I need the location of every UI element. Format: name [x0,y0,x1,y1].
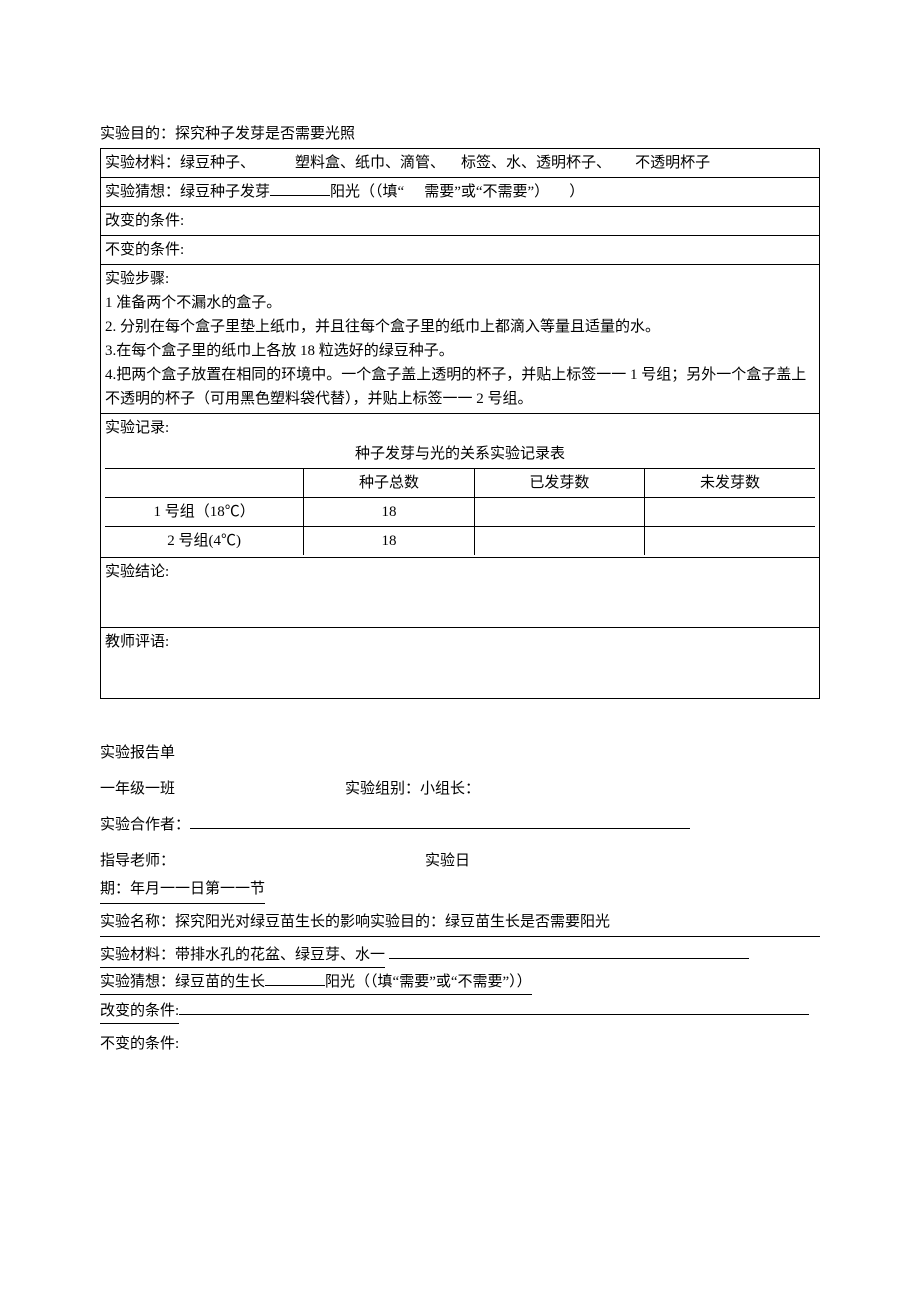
exp2-unchanged-row: 不变的条件: [100,1030,820,1058]
collaborator-row: 实验合作者： [100,811,820,839]
hypothesis2-p2: 阳光（（填“需要”或“不需要”）） [325,974,532,990]
row1-germ[interactable] [474,498,644,527]
hypothesis-blank[interactable] [265,971,325,986]
row2-label: 2 号组(4℃) [105,527,304,556]
record-table: 种子总数 已发芽数 未发芽数 1 号组（18℃） 18 2 号组(4℃) 18 [105,468,815,555]
step4: 4.把两个盒子放置在相同的环境中。一个盒子盖上透明的杯子，并贴上标签一一 1 号… [105,363,815,411]
exp1-purpose-row: 实验目的：探究种子发芽是否需要光照 [100,120,820,148]
exp2-changed-row: 改变的条件: [100,997,820,1026]
hypothesis-label2: 实验猜想： [100,974,175,990]
collaborator-blank[interactable] [190,814,690,829]
unchanged-row: 不变的条件: [101,236,819,265]
row1-total: 18 [304,498,474,527]
exp2-name-row: 实验名称：探究阳光对绿豆苗生长的影响实验目的：绿豆苗生长是否需要阳光 [100,908,820,937]
exp2-hypothesis-row: 实验猜想：绿豆苗的生长 阳光（（填“需要”或“不需要”）） [100,968,820,997]
materials-label: 实验材料： [105,155,180,171]
name-label: 实验名称： [100,914,175,930]
record-label: 实验记录: [105,416,815,440]
hypothesis-p4: ） [569,184,584,200]
group-label: 实验组别：小组长： [345,781,480,797]
date-p2: 期：年月一一日第一一节 [100,881,265,897]
class-text: 一年级一班 [100,781,175,797]
report-title: 实验报告单 [100,739,820,767]
unchanged-label: 不变的条件: [105,242,184,258]
teacher-comments-row: 教师评语: [101,628,819,698]
teacher-date-row: 指导老师： 实验日 [100,847,820,875]
hypothesis-p3: 需要”或“不需要”） [424,184,549,200]
row2-total: 18 [304,527,474,556]
hypothesis-label: 实验猜想： [105,184,180,200]
hypothesis2-p1: 绿豆苗的生长 [175,974,265,990]
class-group-row: 一年级一班 实验组别：小组长： [100,775,820,803]
changed-row: 改变的条件: [101,207,819,236]
changed-blank[interactable] [179,1000,809,1015]
row2-ungerm[interactable] [645,527,815,556]
date-p1: 实验日 [425,853,470,869]
materials-p4: 不透明杯子 [635,155,710,171]
exp1-box: 实验材料：绿豆种子、 塑料盒、纸巾、滴管、标签、水、透明杯子、 不透明杯子 实验猜想… [100,148,820,699]
materials-blank[interactable] [389,944,749,959]
date-row: 期：年月一一日第一一节 [100,875,265,904]
step3: 3.在每个盒子里的纸巾上各放 18 粒选好的绿豆种子。 [105,339,815,363]
materials-p3: 标签、水、透明杯子、 [461,155,611,171]
steps-label: 实验步骤: [105,267,815,291]
purpose-label: 实验目的： [100,126,175,142]
col-germinated: 已发芽数 [474,469,644,498]
row2-germ[interactable] [474,527,644,556]
col-ungerminated: 未发芽数 [645,469,815,498]
materials-row: 实验材料：绿豆种子、 塑料盒、纸巾、滴管、标签、水、透明杯子、 不透明杯子 [101,149,819,178]
collaborator-label: 实验合作者： [100,817,190,833]
hypothesis-p1: 绿豆种子发芽 [180,184,270,200]
materials-label2: 实验材料： [100,947,175,963]
table-title: 种子发芽与光的关系实验记录表 [105,440,815,468]
step1: 1 准备两个不漏水的盒子。 [105,291,815,315]
step2: 2. 分别在每个盒子里垫上纸巾，并且往每个盒子里的纸巾上都滴入等量且适量的水。 [105,315,815,339]
unchanged-label2: 不变的条件: [100,1036,179,1052]
name-text: 探究阳光对绿豆苗生长的影响实验目的：绿豆苗生长是否需要阳光 [175,914,610,930]
table-corner [105,469,304,498]
instructor-label: 指导老师： [100,853,175,869]
hypothesis-row: 实验猜想：绿豆种子发芽 阳光（（填“ 需要”或“不需要”） ） [101,178,819,207]
hypothesis-p2: 阳光（（填“ [330,184,404,200]
steps-box: 实验步骤: 1 准备两个不漏水的盒子。 2. 分别在每个盒子里垫上纸巾，并且往每… [101,265,819,414]
teacher-label: 教师评语: [105,634,169,650]
materials-p2: 塑料盒、纸巾、滴管、 [295,155,445,171]
row1-label: 1 号组（18℃） [105,498,304,527]
col-total: 种子总数 [304,469,474,498]
record-box: 实验记录: 种子发芽与光的关系实验记录表 种子总数 已发芽数 未发芽数 1 号组… [101,414,819,558]
changed-label2: 改变的条件: [100,1003,179,1019]
purpose-text: 探究种子发芽是否需要光照 [175,126,355,142]
materials-p1: 绿豆种子、 [180,155,255,171]
materials-text2: 带排水孔的花盆、绿豆芽、水一 [175,947,385,963]
conclusion-row: 实验结论: [101,558,819,628]
blank-field[interactable] [270,181,330,196]
row1-ungerm[interactable] [645,498,815,527]
changed-label: 改变的条件: [105,213,184,229]
conclusion-label: 实验结论: [105,564,169,580]
exp2-materials-row: 实验材料：带排水孔的花盆、绿豆芽、水一 [100,943,820,968]
